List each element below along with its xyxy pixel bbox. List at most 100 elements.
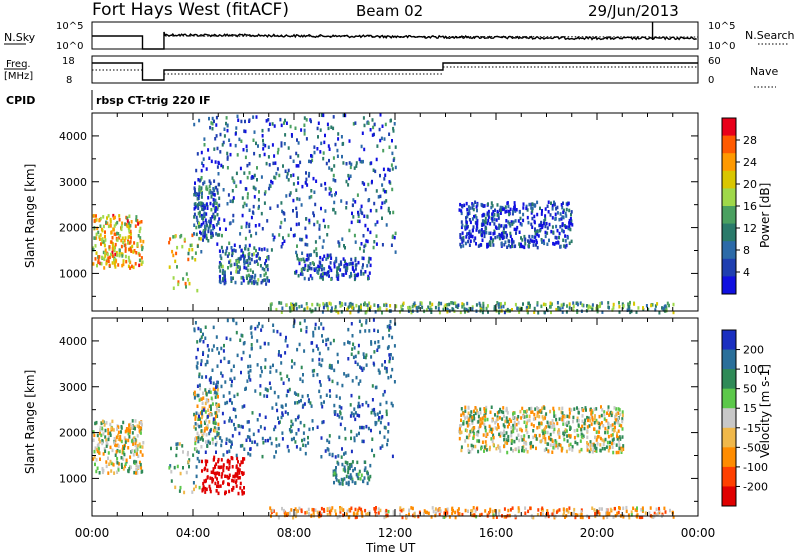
scatter-point bbox=[489, 445, 491, 450]
scatter-point bbox=[562, 513, 565, 517]
scatter-point bbox=[491, 427, 494, 432]
scatter-point bbox=[122, 420, 125, 425]
scatter-point bbox=[473, 414, 475, 418]
scatter-point bbox=[314, 240, 317, 244]
scatter-point bbox=[270, 509, 273, 513]
scatter-point bbox=[337, 132, 340, 136]
scatter-point bbox=[188, 464, 190, 469]
scatter-point bbox=[475, 242, 477, 246]
scatter-point bbox=[438, 512, 441, 517]
scatter-point bbox=[654, 304, 657, 308]
scatter-point bbox=[466, 424, 469, 428]
scatter-point bbox=[518, 427, 521, 432]
scatter-point bbox=[364, 355, 367, 360]
scatter-point bbox=[215, 407, 218, 411]
scatter-point bbox=[213, 206, 216, 210]
scatter-point bbox=[212, 478, 214, 482]
scatter-point bbox=[98, 237, 101, 241]
scatter-point bbox=[349, 304, 352, 308]
scatter-point bbox=[195, 449, 198, 453]
scatter-point bbox=[235, 484, 238, 488]
scatter-point bbox=[97, 442, 100, 447]
scatter-point bbox=[372, 168, 375, 172]
scatter-point bbox=[388, 328, 391, 332]
scatter-point bbox=[318, 510, 321, 515]
scatter-point bbox=[661, 306, 663, 310]
scatter-point bbox=[342, 478, 344, 482]
scatter-point bbox=[230, 383, 233, 388]
scatter-point bbox=[513, 420, 516, 425]
scatter-point bbox=[466, 301, 469, 306]
scatter-point bbox=[187, 450, 189, 455]
scatter-point bbox=[198, 221, 200, 225]
scatter-point bbox=[517, 506, 520, 510]
scatter-point bbox=[229, 143, 232, 147]
scatter-point bbox=[336, 266, 339, 270]
scatter-point bbox=[331, 452, 334, 457]
scatter-point bbox=[201, 191, 203, 196]
scatter-point bbox=[471, 418, 474, 423]
scatter-point bbox=[546, 231, 549, 235]
scatter-point bbox=[379, 430, 381, 435]
scatter-point bbox=[230, 442, 233, 446]
scatter-point bbox=[286, 444, 289, 449]
scatter-point bbox=[214, 465, 217, 469]
scatter-point bbox=[196, 384, 199, 388]
scatter-point bbox=[325, 271, 328, 276]
scatter-point bbox=[591, 506, 594, 510]
scatter-point bbox=[481, 310, 484, 315]
colorbar-swatch bbox=[722, 118, 736, 137]
scatter-point bbox=[264, 439, 267, 443]
scatter-point bbox=[337, 454, 340, 458]
scatter-point bbox=[211, 122, 214, 126]
scatter-point bbox=[229, 264, 232, 268]
scatter-point bbox=[489, 222, 492, 226]
scatter-point bbox=[514, 426, 517, 430]
scatter-point bbox=[475, 205, 478, 209]
scatter-point bbox=[318, 265, 321, 269]
scatter-point bbox=[294, 440, 297, 444]
scatter-point bbox=[250, 325, 253, 329]
x-tick-label: 12:00 bbox=[378, 526, 413, 540]
scatter-point bbox=[473, 431, 475, 436]
scatter-point bbox=[226, 450, 229, 454]
scatter-point bbox=[373, 132, 375, 137]
scatter-point bbox=[618, 408, 621, 412]
scatter-point bbox=[250, 257, 253, 262]
scatter-point bbox=[206, 468, 209, 473]
scatter-point bbox=[191, 233, 194, 238]
scatter-point bbox=[467, 418, 470, 423]
scatter-point bbox=[319, 395, 322, 399]
scatter-point bbox=[358, 414, 361, 418]
scatter-point bbox=[567, 420, 570, 425]
scatter-point bbox=[564, 428, 567, 432]
scatter-point bbox=[312, 330, 315, 335]
scatter-point bbox=[223, 281, 226, 286]
scatter-point bbox=[390, 374, 392, 379]
scatter-point bbox=[549, 437, 552, 442]
scatter-point bbox=[139, 444, 142, 449]
scatter-point bbox=[392, 158, 395, 162]
scatter-point bbox=[300, 267, 303, 272]
scatter-point bbox=[303, 132, 306, 136]
scatter-point bbox=[401, 515, 404, 520]
scatter-point bbox=[607, 512, 610, 517]
colorbar-swatch bbox=[722, 369, 736, 390]
scatter-point bbox=[248, 428, 251, 432]
scatter-point bbox=[366, 239, 369, 244]
scatter-point bbox=[383, 389, 386, 394]
scatter-point bbox=[345, 206, 348, 210]
scatter-point bbox=[239, 338, 242, 342]
scatter-point bbox=[615, 420, 618, 424]
scatter-point bbox=[332, 156, 335, 160]
scatter-point bbox=[247, 364, 250, 369]
scatter-point bbox=[121, 263, 124, 268]
scatter-point bbox=[295, 214, 298, 218]
scatter-point bbox=[323, 271, 326, 276]
scatter-point bbox=[197, 206, 200, 210]
scatter-point bbox=[595, 407, 598, 411]
scatter-point bbox=[356, 193, 359, 197]
scatter-point bbox=[251, 175, 254, 179]
scatter-point bbox=[362, 366, 365, 371]
scatter-point bbox=[103, 266, 106, 270]
